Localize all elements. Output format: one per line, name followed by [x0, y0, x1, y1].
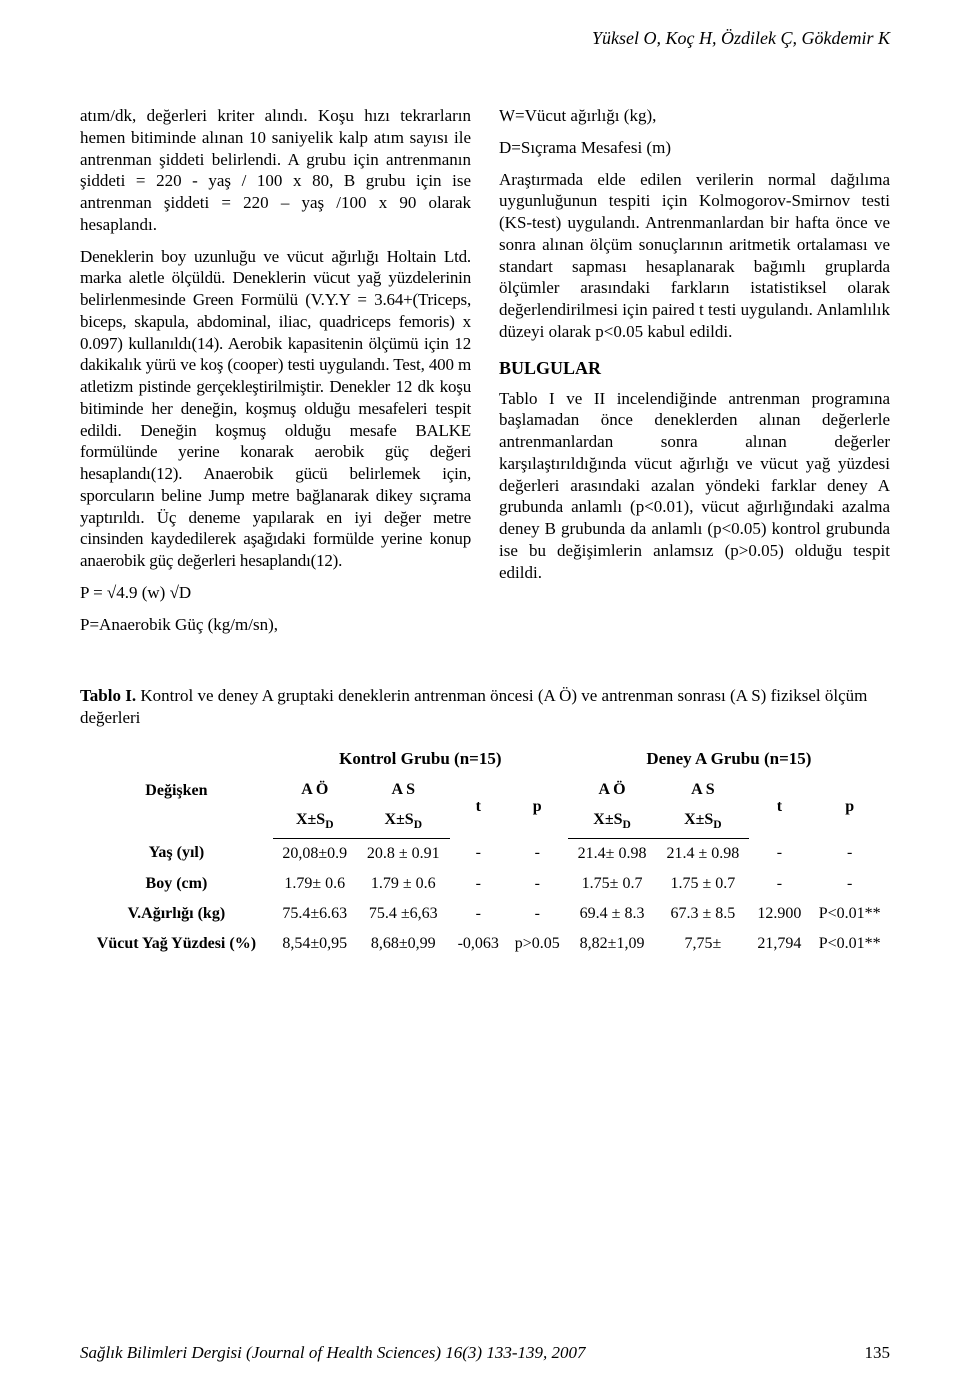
subhead-p: p [809, 775, 890, 838]
subhead-ao: A Ö [568, 775, 657, 805]
cell: - [809, 869, 890, 899]
table-1: Tablo I. Kontrol ve deney A gruptaki den… [80, 685, 890, 958]
table-caption-label: Tablo I. [80, 686, 136, 705]
row-label: V.Ağırlığı (kg) [80, 899, 273, 929]
paragraph: Araştırmada elde edilen verilerin normal… [499, 169, 890, 343]
cell: 75.4±6.63 [273, 899, 357, 929]
subhead-t: t [450, 775, 507, 838]
equation-line: P=Anaerobik Güç (kg/m/sn), [80, 614, 471, 636]
subhead-xsd: X±SD [568, 805, 657, 838]
subhead-xsd: X±SD [357, 805, 450, 838]
subhead-ao: A Ö [273, 775, 357, 805]
cell: - [507, 899, 568, 929]
cell: 20.8 ± 0.91 [357, 838, 450, 869]
cell: 1.79 ± 0.6 [357, 869, 450, 899]
cell: 75.4 ±6,63 [357, 899, 450, 929]
row-label: Yaş (yıl) [80, 838, 273, 869]
subhead-as: A S [357, 775, 450, 805]
page-number: 135 [865, 1343, 891, 1363]
cell: - [450, 838, 507, 869]
journal-line: Sağlık Bilimleri Dergisi (Journal of Hea… [80, 1343, 586, 1363]
cell: 21.4 ± 0.98 [656, 838, 749, 869]
equation-line: P = √4.9 (w) √D [80, 582, 471, 604]
cell: - [507, 869, 568, 899]
running-head: Yüksel O, Koç H, Özdilek Ç, Gökdemir K [80, 28, 890, 49]
cell: P<0.01** [809, 899, 890, 929]
cell: 69.4 ± 8.3 [568, 899, 657, 929]
table-caption: Tablo I. Kontrol ve deney A gruptaki den… [80, 685, 890, 729]
subhead-p: p [507, 775, 568, 838]
data-table: Değişken Kontrol Grubu (n=15) Deney A Gr… [80, 743, 890, 958]
group-head-kontrol: Kontrol Grubu (n=15) [273, 743, 568, 775]
cell: 8,54±0,95 [273, 929, 357, 959]
cell: - [749, 869, 809, 899]
subhead-xsd: X±SD [656, 805, 749, 838]
body-columns: atım/dk, değerleri kriter alındı. Koşu h… [80, 105, 890, 645]
subhead-xsd: X±SD [273, 805, 357, 838]
paragraph: atım/dk, değerleri kriter alındı. Koşu h… [80, 105, 471, 236]
cell: 1.75± 0.7 [568, 869, 657, 899]
cell: 67.3 ± 8.5 [656, 899, 749, 929]
cell: - [749, 838, 809, 869]
cell: -0,063 [450, 929, 507, 959]
group-head-deney: Deney A Grubu (n=15) [568, 743, 890, 775]
subhead-as: A S [656, 775, 749, 805]
col-variable: Değişken [80, 743, 273, 838]
subhead-t: t [749, 775, 809, 838]
cell: 7,75± [656, 929, 749, 959]
cell: - [507, 838, 568, 869]
paragraph: Deneklerin boy uzunluğu ve vücut ağırlığ… [80, 246, 471, 572]
cell: 21,794 [749, 929, 809, 959]
cell: p>0.05 [507, 929, 568, 959]
row-label: Vücut Yağ Yüzdesi (%) [80, 929, 273, 959]
cell: 8,68±0,99 [357, 929, 450, 959]
cell: P<0.01** [809, 929, 890, 959]
cell: - [809, 838, 890, 869]
equation-line: W=Vücut ağırlığı (kg), [499, 105, 890, 127]
cell: 1.75 ± 0.7 [656, 869, 749, 899]
table-row: Boy (cm) 1.79± 0.6 1.79 ± 0.6 - - 1.75± … [80, 869, 890, 899]
table-caption-text: Kontrol ve deney A gruptaki deneklerin a… [80, 686, 867, 727]
equation-line: D=Sıçrama Mesafesi (m) [499, 137, 890, 159]
table-row: V.Ağırlığı (kg) 75.4±6.63 75.4 ±6,63 - -… [80, 899, 890, 929]
cell: 21.4± 0.98 [568, 838, 657, 869]
paragraph: Tablo I ve II incelendiğinde antrenman p… [499, 388, 890, 584]
row-label: Boy (cm) [80, 869, 273, 899]
page-footer: Sağlık Bilimleri Dergisi (Journal of Hea… [80, 1343, 890, 1363]
cell: 8,82±1,09 [568, 929, 657, 959]
table-row: Vücut Yağ Yüzdesi (%) 8,54±0,95 8,68±0,9… [80, 929, 890, 959]
section-title: BULGULAR [499, 357, 890, 380]
table-row: Yaş (yıl) 20,08±0.9 20.8 ± 0.91 - - 21.4… [80, 838, 890, 869]
cell: 1.79± 0.6 [273, 869, 357, 899]
cell: 12.900 [749, 899, 809, 929]
cell: - [450, 869, 507, 899]
cell: 20,08±0.9 [273, 838, 357, 869]
cell: - [450, 899, 507, 929]
